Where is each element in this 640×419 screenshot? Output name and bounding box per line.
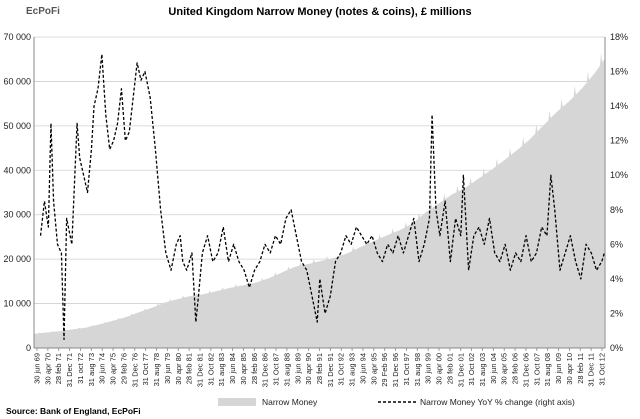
x-axis-tick-label: 31 aug 98 bbox=[413, 353, 422, 386]
x-axis-tick-label: 31 Oct 97 bbox=[402, 353, 411, 386]
x-axis-tick-label: 30 jun 89 bbox=[293, 353, 302, 384]
x-axis-tick-label: 30 apr 75 bbox=[109, 353, 118, 385]
right-axis-tick-label: 10% bbox=[610, 170, 628, 180]
x-axis-tick-label: 31 aug 73 bbox=[87, 353, 96, 386]
x-axis-tick-label: 30 jun 84 bbox=[228, 353, 237, 384]
x-axis-tick-label: 31 Dec 71 bbox=[65, 353, 74, 387]
x-axis-ticks: 30 jun 69 30 apr 70 28 feb 71 31 Dec 71 31 o… bbox=[33, 348, 607, 387]
x-axis-tick-label: 31 Dec 86 bbox=[261, 353, 270, 387]
x-axis-tick-label: 30 apr 80 bbox=[174, 353, 183, 385]
x-axis-tick-label: 30 apr 95 bbox=[369, 353, 378, 385]
x-axis-tick-label: 29 Feb 96 bbox=[380, 353, 389, 387]
x-axis-tick-label: 30 jun 04 bbox=[489, 353, 498, 384]
x-axis-tick-label: 30 jun 09 bbox=[554, 353, 563, 384]
x-axis-tick-label: 31 oct 72 bbox=[76, 353, 85, 384]
narrow-money-area-path bbox=[34, 52, 605, 348]
x-axis-tick-label: 30 apr 10 bbox=[565, 353, 574, 385]
legend-narrow-money-swatch bbox=[218, 398, 256, 406]
yoy-change-line bbox=[39, 53, 605, 341]
right-axis-tick-label: 4% bbox=[610, 274, 623, 284]
x-axis-tick-label: 30 apr 85 bbox=[239, 353, 248, 385]
gridlines bbox=[34, 36, 605, 304]
x-axis-tick-label: 28 feb 81 bbox=[185, 353, 194, 384]
x-axis-tick-label: 29 feb 76 bbox=[119, 353, 128, 384]
left-axis-tick-label: 40 000 bbox=[3, 165, 31, 175]
x-axis-tick-label: 31 aug 78 bbox=[152, 353, 161, 386]
left-axis-tick-label: 50 000 bbox=[3, 121, 31, 131]
x-axis-tick-label: 31 Oct 02 bbox=[467, 353, 476, 386]
x-axis-tick-label: 28 feb 91 bbox=[315, 353, 324, 384]
legend-narrow-money-label: Narrow Money bbox=[262, 397, 318, 407]
x-axis-tick-label: 31 aug 08 bbox=[543, 353, 552, 386]
left-axis-tick-label: 20 000 bbox=[3, 254, 31, 264]
watermark-text: EcPoFi bbox=[26, 6, 60, 17]
x-axis-tick-label: 31 aug 88 bbox=[282, 353, 291, 386]
x-axis-tick-label: 31 Oct 07 bbox=[532, 353, 541, 386]
x-axis-tick-label: 31 Dec 06 bbox=[521, 353, 530, 387]
left-axis-tick-label: 10 000 bbox=[3, 299, 31, 309]
legend-yoy-label: Narrow Money YoY % change (right axis) bbox=[420, 397, 575, 407]
right-axis-tick-label: 18% bbox=[610, 32, 628, 42]
source-text: Source: Bank of England, EcPoFi bbox=[6, 406, 141, 416]
x-axis-tick-label: 30 jun 79 bbox=[163, 353, 172, 384]
chart-title: United Kingdom Narrow Money (notes & coi… bbox=[168, 6, 471, 18]
x-axis-tick-label: 30 jun 99 bbox=[424, 353, 433, 384]
x-axis-tick-label: 31 Dec 01 bbox=[456, 353, 465, 387]
x-axis-tick-label: 30 jun 94 bbox=[358, 353, 367, 384]
x-axis-tick-label: 30 apr 05 bbox=[500, 353, 509, 385]
x-axis-tick-label: 30 apr 00 bbox=[435, 353, 444, 385]
x-axis-tick-label: 31 Oct 87 bbox=[272, 353, 281, 386]
x-axis-tick-label: 31 Dec 76 bbox=[130, 353, 139, 387]
right-axis-tick-label: 8% bbox=[610, 205, 623, 215]
right-axis-tick-label: 14% bbox=[610, 101, 628, 111]
legend: Narrow Money Narrow Money YoY % change (… bbox=[218, 397, 575, 407]
left-axis-tick-label: 60 000 bbox=[3, 76, 31, 86]
narrow-money-area bbox=[34, 52, 605, 348]
right-axis-tick-label: 0% bbox=[610, 343, 623, 353]
x-axis-tick-label: 31 aug 93 bbox=[348, 353, 357, 386]
right-axis-tick-label: 12% bbox=[610, 136, 628, 146]
x-axis-tick-label: 31 Oct 77 bbox=[141, 353, 150, 386]
x-axis-tick-label: 31 aug 83 bbox=[217, 353, 226, 386]
x-axis-tick-label: 28 feb 86 bbox=[250, 353, 259, 384]
x-axis-tick-label: 31 aug 03 bbox=[478, 353, 487, 386]
left-axis-ticks: 0 10 000 20 000 30 000 40 000 50 000 60 000 70 … bbox=[3, 32, 31, 353]
x-axis-tick-label: 28 feb 11 bbox=[576, 353, 585, 384]
x-axis-tick-label: 30 apr 90 bbox=[304, 353, 313, 385]
yoy-change-polyline bbox=[39, 53, 605, 341]
right-axis-ticks: 0% 2% 4% 6% 8% 10% 12% 14% 16% 18% bbox=[610, 32, 628, 353]
left-axis-tick-label: 70 000 bbox=[3, 32, 31, 42]
x-axis-tick-label: 30 jun 74 bbox=[98, 353, 107, 384]
x-axis-tick-label: 31 Oct 92 bbox=[337, 353, 346, 386]
x-axis-tick-label: 28 feb 06 bbox=[511, 353, 520, 384]
x-axis-tick-label: 30 apr 70 bbox=[43, 353, 52, 385]
left-axis-tick-label: 0 bbox=[26, 343, 31, 353]
x-axis-tick-label: 31 Dec 96 bbox=[391, 353, 400, 387]
x-axis-tick-label: 31 Dec 81 bbox=[195, 353, 204, 387]
x-axis-tick-label: 31 Oct 82 bbox=[206, 353, 215, 386]
x-axis-tick-label: 31 Oct 12 bbox=[598, 353, 607, 386]
right-axis-tick-label: 16% bbox=[610, 67, 628, 77]
x-axis-tick-label: 30 jun 69 bbox=[33, 353, 42, 384]
x-axis-tick-label: 31 Dec 11 bbox=[587, 353, 596, 387]
x-axis-tick-label: 28 feb 01 bbox=[445, 353, 454, 384]
right-axis-tick-label: 2% bbox=[610, 308, 623, 318]
x-axis-tick-label: 31 Dec 91 bbox=[326, 353, 335, 387]
right-axis-tick-label: 6% bbox=[610, 239, 623, 249]
left-axis-tick-label: 30 000 bbox=[3, 210, 31, 220]
x-axis-tick-label: 28 feb 71 bbox=[54, 353, 63, 384]
